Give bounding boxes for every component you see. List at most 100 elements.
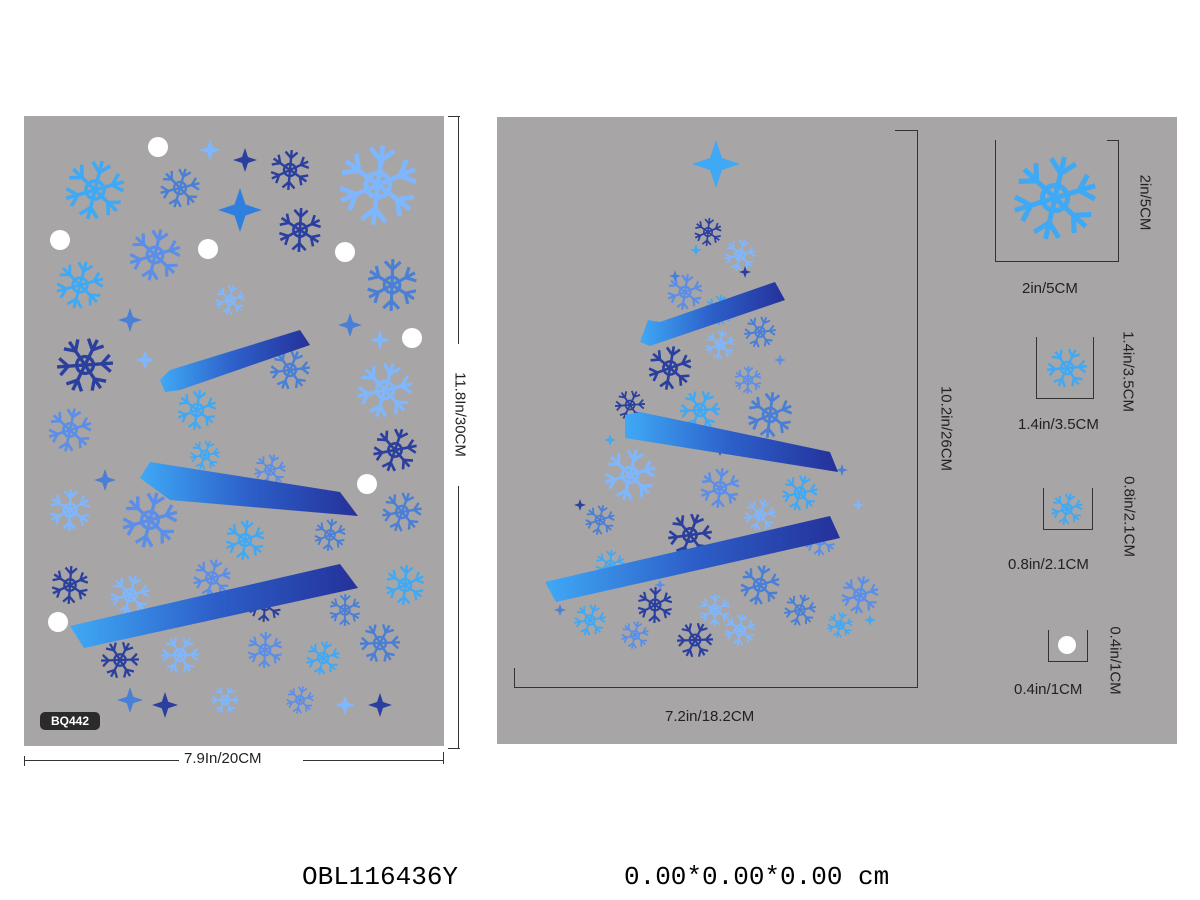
tree-width-line <box>514 687 918 688</box>
star-icon <box>774 354 786 366</box>
snowflake-icon <box>367 421 423 479</box>
tree-height-label: 10.2in/26CM <box>937 385 955 472</box>
white-dot-sticker <box>357 474 377 494</box>
snowflake-icon <box>336 141 420 229</box>
tree-width-label: 7.2in/18.2CM <box>665 708 755 725</box>
snowflake-icon <box>383 562 427 608</box>
snowflake-icon <box>48 487 92 533</box>
star-icon <box>836 464 848 476</box>
snowflake-icon <box>698 592 732 628</box>
dot-size-xsmall <box>1058 636 1076 654</box>
size4-line-h <box>1048 661 1088 662</box>
size2-line-h <box>1036 398 1094 399</box>
tree-height-line <box>917 130 918 688</box>
snowflake-size-small-icon <box>1047 489 1087 529</box>
snowflake-icon <box>312 516 348 554</box>
snowflake-icon <box>246 630 284 670</box>
star-icon <box>117 687 143 713</box>
snowflake-icon <box>283 682 317 718</box>
snowflake-size-large-icon <box>1007 148 1102 247</box>
snowflake-icon <box>302 636 344 680</box>
size3-line-v-left <box>1043 488 1044 530</box>
snowflake-icon <box>174 386 220 434</box>
star-icon <box>118 308 142 332</box>
tree-ribbon-top <box>640 282 785 346</box>
snowflake-icon <box>744 388 796 442</box>
snowflake-icon <box>582 501 618 539</box>
width-line-left-seg <box>24 760 179 761</box>
size4-line-v <box>1087 630 1088 662</box>
height-line-top-seg <box>458 116 459 344</box>
snowflake-icon <box>155 162 205 214</box>
snowflake-icon <box>44 402 96 458</box>
size4-line-v-left <box>1048 630 1049 662</box>
snowflake-icon <box>644 341 696 395</box>
star-icon <box>554 604 566 616</box>
snowflake-icon <box>739 494 781 536</box>
snowflake-icon <box>736 560 784 610</box>
size3-width-label: 0.8in/2.1CM <box>1008 556 1089 573</box>
size4-height-label: 0.4in/1CM <box>1106 626 1124 695</box>
ribbon-top <box>160 330 310 392</box>
snowflake-icon <box>205 680 245 720</box>
snowflake-icon <box>58 152 132 228</box>
snowflake-icon <box>222 516 268 564</box>
tree-height-tick-top <box>895 130 918 131</box>
snowflake-icon <box>664 270 706 314</box>
size2-height-label: 1.4in/3.5CM <box>1119 331 1137 412</box>
snowflake-icon <box>365 256 419 314</box>
snowflake-icon <box>49 563 91 607</box>
size1-height-label: 2in/5CM <box>1136 174 1154 231</box>
tree-width-tick-left <box>514 668 515 688</box>
width-tick-right <box>443 752 444 764</box>
star-icon <box>604 434 616 446</box>
snowflake-icon <box>702 326 738 364</box>
snowflake-icon <box>352 615 408 671</box>
size3-line-v <box>1092 488 1093 530</box>
star-icon <box>370 330 390 350</box>
white-dot-sticker <box>148 137 168 157</box>
compass-star-icon <box>218 188 262 232</box>
white-dot-sticker <box>50 230 70 250</box>
size3-height-label: 0.8in/2.1CM <box>1120 476 1138 557</box>
star-icon <box>739 266 751 278</box>
ribbon-bottom <box>70 564 358 648</box>
height-tick-bottom <box>448 748 460 749</box>
snowflake-icon <box>277 205 323 255</box>
height-tick-top <box>448 116 460 117</box>
star-icon <box>669 270 681 282</box>
white-dot-sticker <box>402 328 422 348</box>
snowflake-icon <box>350 353 420 427</box>
star-icon <box>864 614 876 626</box>
snowflake-icon <box>777 469 823 517</box>
snowflake-icon <box>569 598 611 642</box>
size3-line-h <box>1043 529 1093 530</box>
snowflake-icon <box>154 628 206 682</box>
star-icon <box>852 499 864 511</box>
size2-line-v-left <box>1036 337 1037 399</box>
snowflake-icon <box>212 281 248 319</box>
star-icon <box>368 693 392 717</box>
white-dot-sticker <box>48 612 68 632</box>
tree-ribbon-middle <box>625 412 838 472</box>
snowflake-icon <box>697 464 743 512</box>
snowflake-icon <box>837 571 883 619</box>
white-dot-sticker <box>335 242 355 262</box>
snowflake-icon <box>636 585 674 625</box>
snowflake-icon <box>733 364 763 396</box>
snowflake-icon <box>124 222 186 288</box>
star-icon <box>690 244 702 256</box>
snowflake-icon <box>692 215 724 249</box>
star-icon <box>233 148 257 172</box>
snowflake-icon <box>50 254 110 316</box>
snowflake-icon <box>824 608 856 642</box>
snowflake-icon <box>268 147 312 193</box>
tree-top-star-icon <box>692 140 740 188</box>
star-icon <box>199 139 221 161</box>
snowflake-icon <box>185 435 225 475</box>
snowflake-icon <box>739 310 781 354</box>
width-tick-left <box>24 756 25 766</box>
snowflake-icon <box>779 589 821 631</box>
white-dot-sticker <box>198 239 218 259</box>
size2-width-label: 1.4in/3.5CM <box>1018 416 1099 433</box>
